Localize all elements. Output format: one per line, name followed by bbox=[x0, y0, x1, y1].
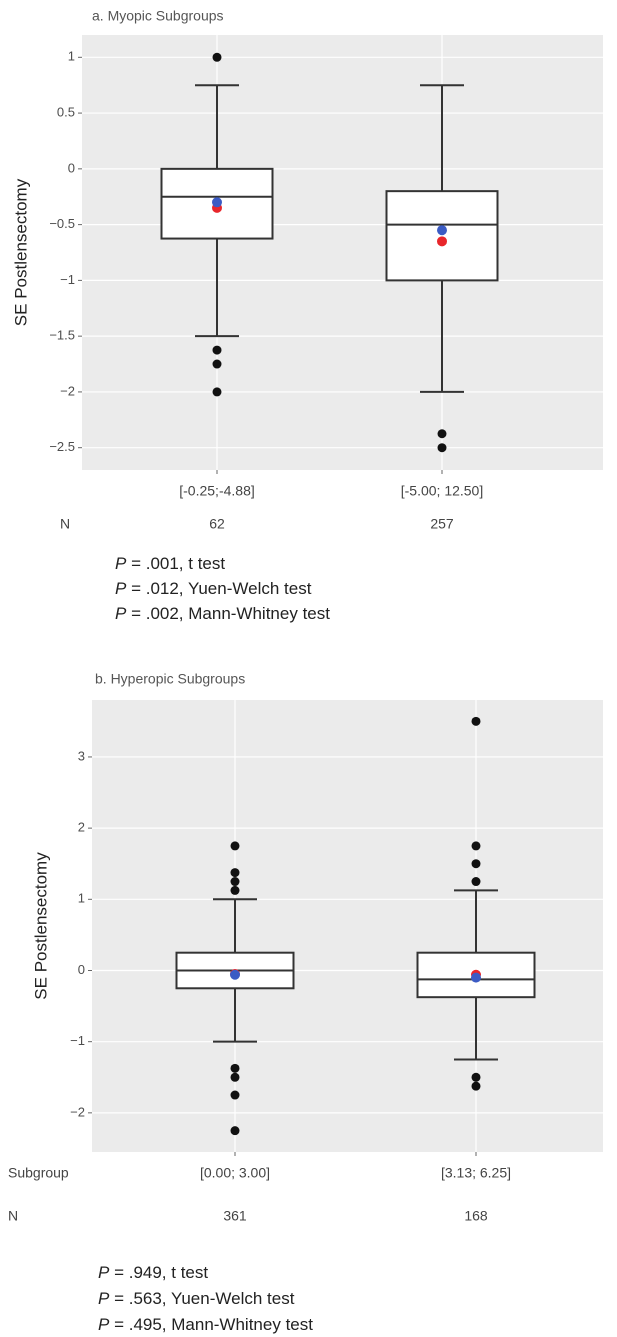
p-text: = .495, Mann-Whitney test bbox=[109, 1315, 313, 1334]
p-value: P = .949, t test bbox=[98, 1263, 208, 1282]
p-symbol: P bbox=[98, 1315, 110, 1334]
p-text: = .563, Yuen-Welch test bbox=[109, 1289, 294, 1308]
outlier bbox=[437, 429, 447, 439]
outlier bbox=[230, 1072, 240, 1082]
summary-point bbox=[471, 972, 481, 983]
outlier bbox=[212, 359, 222, 369]
y-tick-label: 0 bbox=[78, 962, 85, 977]
outlier bbox=[230, 1090, 240, 1100]
outlier bbox=[230, 885, 240, 895]
y-tick-label: −2 bbox=[60, 383, 75, 398]
plot-panel bbox=[92, 700, 603, 1152]
x-axis-label: Subgroup bbox=[8, 1165, 69, 1181]
p-text: = .949, t test bbox=[109, 1263, 208, 1282]
p-symbol: P bbox=[115, 554, 127, 573]
n-value: 168 bbox=[464, 1208, 488, 1224]
y-tick-label: 0 bbox=[68, 160, 75, 175]
box bbox=[385, 190, 499, 282]
n-label: N bbox=[60, 516, 70, 532]
y-tick-label: 1 bbox=[68, 49, 75, 64]
outlier bbox=[230, 868, 240, 878]
outlier bbox=[230, 877, 240, 887]
outlier bbox=[212, 387, 222, 397]
chart-title: b. Hyperopic Subgroups bbox=[95, 671, 245, 687]
outlier bbox=[471, 1081, 481, 1091]
y-tick-label: −0.5 bbox=[49, 216, 75, 231]
outlier bbox=[230, 1126, 240, 1136]
p-symbol: P bbox=[115, 579, 127, 598]
n-value: 257 bbox=[430, 516, 454, 532]
p-symbol: P bbox=[115, 604, 127, 623]
outlier bbox=[471, 1072, 481, 1082]
summary-point bbox=[437, 236, 447, 247]
n-label: N bbox=[8, 1208, 18, 1224]
y-tick-label: 1 bbox=[78, 891, 85, 906]
p-text: = .002, Mann-Whitney test bbox=[126, 604, 330, 623]
outlier bbox=[230, 841, 240, 851]
p-value: P = .002, Mann-Whitney test bbox=[115, 604, 330, 623]
n-value: 62 bbox=[209, 516, 225, 532]
x-tick-label: [3.13; 6.25] bbox=[441, 1165, 511, 1181]
y-tick-label: 3 bbox=[78, 748, 85, 763]
n-value: 361 bbox=[223, 1208, 247, 1224]
outlier bbox=[471, 859, 481, 869]
p-symbol: P bbox=[98, 1289, 110, 1308]
summary-point bbox=[230, 969, 240, 980]
plot-panel bbox=[82, 35, 603, 470]
outlier bbox=[212, 52, 222, 62]
summary-point bbox=[437, 225, 447, 236]
x-tick-label: [-5.00; 12.50] bbox=[401, 483, 484, 499]
y-tick-label: −1 bbox=[60, 272, 75, 287]
y-tick-label: 0.5 bbox=[57, 105, 75, 120]
summary-point bbox=[212, 197, 222, 208]
y-tick-label: −1 bbox=[70, 1033, 85, 1048]
y-tick-label: 2 bbox=[78, 820, 85, 835]
x-tick-label: [-0.25;-4.88] bbox=[179, 483, 255, 499]
outlier bbox=[230, 1063, 240, 1073]
outlier bbox=[471, 841, 481, 851]
outlier bbox=[212, 345, 222, 355]
outlier bbox=[437, 443, 447, 453]
y-tick-label: −2 bbox=[70, 1104, 85, 1119]
p-value: P = .001, t test bbox=[115, 554, 225, 573]
p-text: = .001, t test bbox=[126, 554, 225, 573]
outlier bbox=[471, 877, 481, 887]
y-tick-label: −2.5 bbox=[49, 439, 75, 454]
y-axis-label: SE Postlensectomy bbox=[11, 178, 30, 326]
p-value: P = .495, Mann-Whitney test bbox=[98, 1315, 313, 1334]
outlier bbox=[471, 716, 481, 726]
x-tick-label: [0.00; 3.00] bbox=[200, 1165, 270, 1181]
p-text: = .012, Yuen-Welch test bbox=[126, 579, 311, 598]
y-axis-label: SE Postlensectomy bbox=[31, 852, 50, 1000]
chart-title: a. Myopic Subgroups bbox=[92, 8, 224, 24]
y-tick-label: −1.5 bbox=[49, 328, 75, 343]
p-value: P = .563, Yuen-Welch test bbox=[98, 1289, 295, 1308]
p-value: P = .012, Yuen-Welch test bbox=[115, 579, 312, 598]
p-symbol: P bbox=[98, 1263, 110, 1282]
